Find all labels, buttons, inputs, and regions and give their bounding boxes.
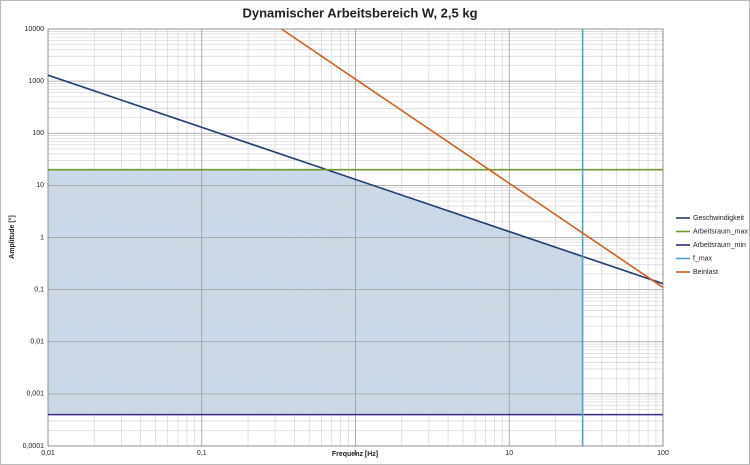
y-tick-label: 10: [36, 182, 44, 189]
x-tick-label: 10: [505, 450, 513, 457]
y-tick-label: 10000: [25, 26, 45, 33]
chart-title: Dynamischer Arbeitsbereich W, 2,5 kg: [242, 5, 477, 20]
y-tick-label: 1: [40, 234, 44, 241]
y-tick-label: 0,01: [30, 339, 44, 346]
x-tick-label: 1: [354, 450, 358, 457]
x-tick-label: 0,01: [41, 450, 55, 457]
legend-label: f_max: [693, 255, 713, 262]
y-axis-title: Amplitude [°]: [8, 215, 16, 259]
y-tick-label: 1000: [28, 78, 44, 85]
legend-label: Geschwindigkeit: [693, 215, 744, 222]
series-line: [47, 74, 664, 285]
y-tick-label: 100: [32, 130, 44, 137]
y-tick-label: 0,001: [26, 391, 44, 398]
y-tick-label: 0,1: [34, 286, 44, 293]
x-tick-label: 0,1: [197, 450, 207, 457]
legend-label: Arbeitsraum_min: [693, 242, 746, 249]
y-tick-label: 0,0001: [23, 443, 45, 450]
series-line: [281, 28, 664, 289]
x-axis-title: Frequenz [Hz]: [332, 451, 378, 458]
legend-label: Beinlast: [693, 269, 718, 276]
x-tick-label: 100: [657, 450, 669, 457]
legend-label: Arbeitsraum_max: [693, 228, 748, 235]
plot-frame: [47, 28, 664, 447]
